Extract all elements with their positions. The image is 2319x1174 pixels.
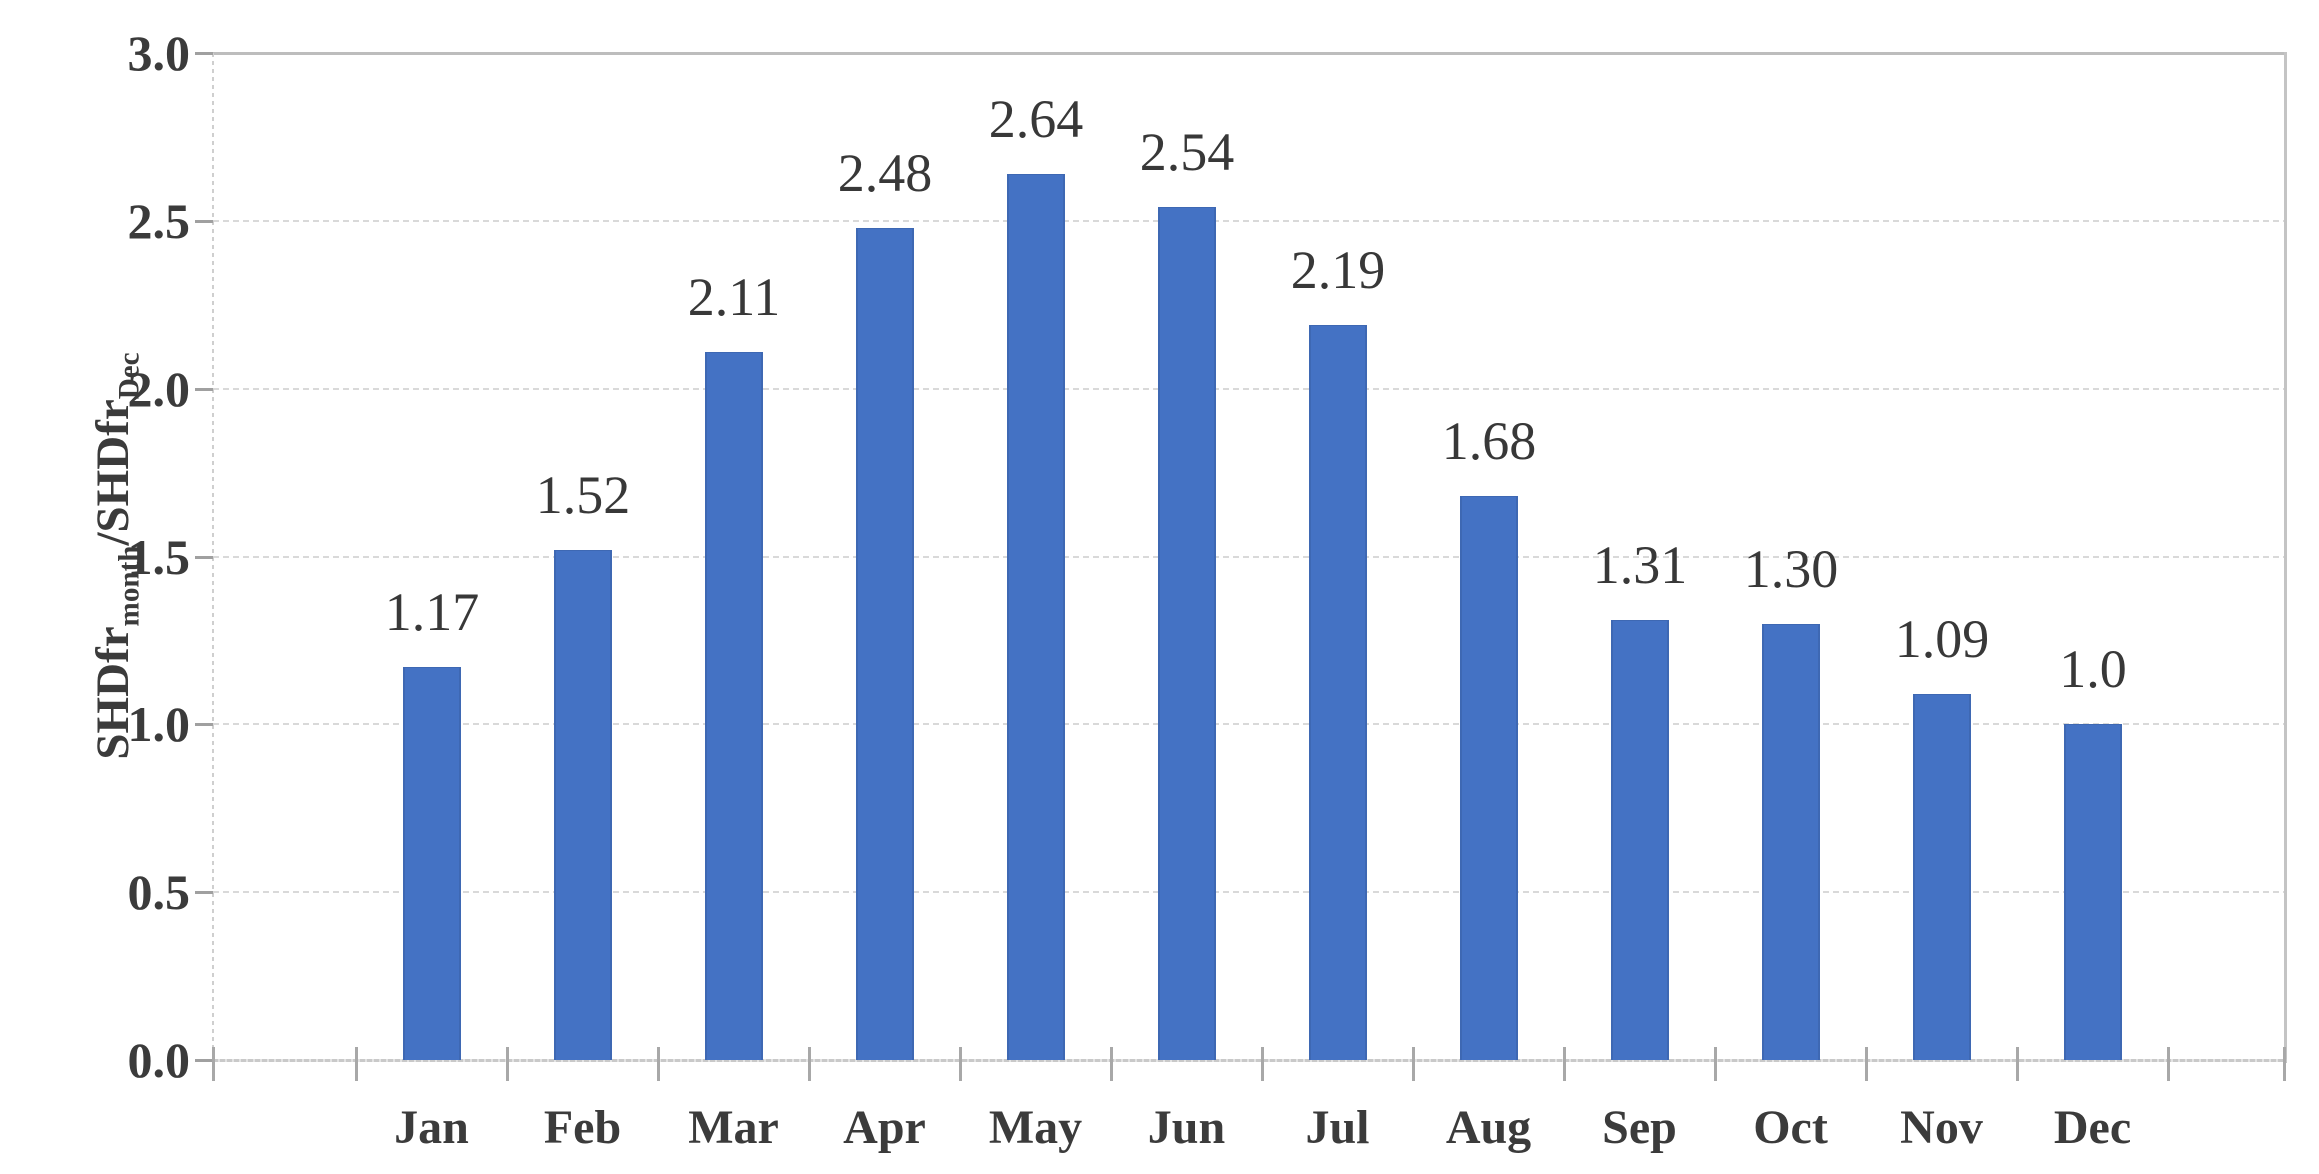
x-axis-tick [1110, 1047, 1113, 1081]
data-label: 2.11 [687, 267, 781, 327]
y-axis-tick [195, 1059, 213, 1062]
x-axis-category-label: Oct [1753, 1101, 1828, 1154]
data-label: 1.52 [535, 465, 631, 525]
gridline [213, 220, 2284, 222]
y-axis-title-base2: /SHDfr [87, 399, 139, 546]
y-axis-tick-label: 3.0 [127, 25, 191, 81]
bar [1913, 694, 1971, 1060]
y-axis-tick-label: 2.5 [127, 193, 191, 249]
plot-border-top [213, 52, 2287, 55]
x-axis-tick [212, 1047, 215, 1081]
bar [1611, 620, 1669, 1060]
data-label: 1.0 [2059, 639, 2127, 699]
data-label: 1.30 [1743, 539, 1839, 599]
data-label: 2.64 [988, 89, 1084, 149]
bar [1460, 496, 1518, 1060]
data-label: 1.31 [1592, 535, 1688, 595]
y-axis-tick-label: 1.5 [127, 529, 191, 585]
x-axis-category-label: Feb [543, 1101, 622, 1154]
x-axis-category-label: Jul [1305, 1101, 1370, 1154]
x-axis-tick [1714, 1047, 1717, 1081]
data-label: 1.17 [384, 582, 480, 642]
gridline [213, 723, 2284, 725]
x-axis-tick [2283, 1047, 2286, 1081]
plot-border-right [2284, 52, 2287, 1063]
y-axis-tick [195, 52, 213, 55]
gridline [213, 388, 2284, 390]
y-axis-line [212, 53, 214, 1080]
y-axis-tick-label: 0.5 [127, 864, 191, 920]
bar [554, 550, 612, 1060]
x-axis-line [213, 1059, 2287, 1062]
y-axis-tick-label: 2.0 [127, 361, 191, 417]
y-axis-tick [195, 220, 213, 223]
y-axis-tick-label: 0.0 [127, 1032, 191, 1088]
data-label: 1.09 [1894, 609, 1990, 669]
y-axis-tick [195, 556, 213, 559]
y-axis-tick [195, 723, 213, 726]
bar [1158, 207, 1216, 1060]
x-axis-tick [2167, 1047, 2170, 1081]
x-axis-category-label: Mar [688, 1101, 779, 1154]
x-axis-tick [1261, 1047, 1264, 1081]
x-axis-category-label: Jan [394, 1101, 469, 1154]
y-axis-tick [195, 891, 213, 894]
x-axis-category-label: May [988, 1101, 1083, 1154]
x-axis-category-label: Aug [1445, 1101, 1532, 1154]
x-axis-tick [1412, 1047, 1415, 1081]
gridline [213, 891, 2284, 893]
x-axis-tick [959, 1047, 962, 1081]
y-axis-tick-label: 1.0 [127, 696, 191, 752]
bar [1007, 174, 1065, 1060]
bar [1762, 624, 1820, 1060]
data-label: 1.68 [1441, 411, 1537, 471]
bar [2064, 724, 2122, 1060]
data-label: 2.19 [1290, 240, 1386, 300]
x-axis-category-label: Apr [843, 1101, 926, 1154]
x-axis-tick [2016, 1047, 2019, 1081]
x-axis-tick [657, 1047, 660, 1081]
data-label: 2.54 [1139, 122, 1235, 182]
data-label: 2.48 [837, 143, 933, 203]
y-axis-tick [195, 388, 213, 391]
bar [1309, 325, 1367, 1060]
x-axis-tick [1563, 1047, 1566, 1081]
bar [403, 667, 461, 1060]
gridline [213, 556, 2284, 558]
x-axis-tick [808, 1047, 811, 1081]
bar [856, 228, 914, 1060]
x-axis-category-label: Dec [2053, 1101, 2132, 1154]
x-axis-tick [1865, 1047, 1868, 1081]
x-axis-category-label: Nov [1900, 1101, 1983, 1154]
x-axis-category-label: Jun [1147, 1101, 1226, 1154]
x-axis-category-label: Sep [1602, 1101, 1677, 1154]
x-axis-tick [506, 1047, 509, 1081]
x-axis-tick [355, 1047, 358, 1081]
bar [705, 352, 763, 1060]
